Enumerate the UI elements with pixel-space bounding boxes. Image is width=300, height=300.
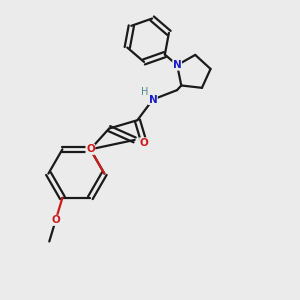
Text: N: N — [148, 94, 157, 104]
Text: O: O — [86, 144, 95, 154]
Text: O: O — [51, 215, 60, 225]
Text: N: N — [173, 60, 182, 70]
Text: O: O — [140, 138, 148, 148]
Text: H: H — [141, 87, 148, 97]
